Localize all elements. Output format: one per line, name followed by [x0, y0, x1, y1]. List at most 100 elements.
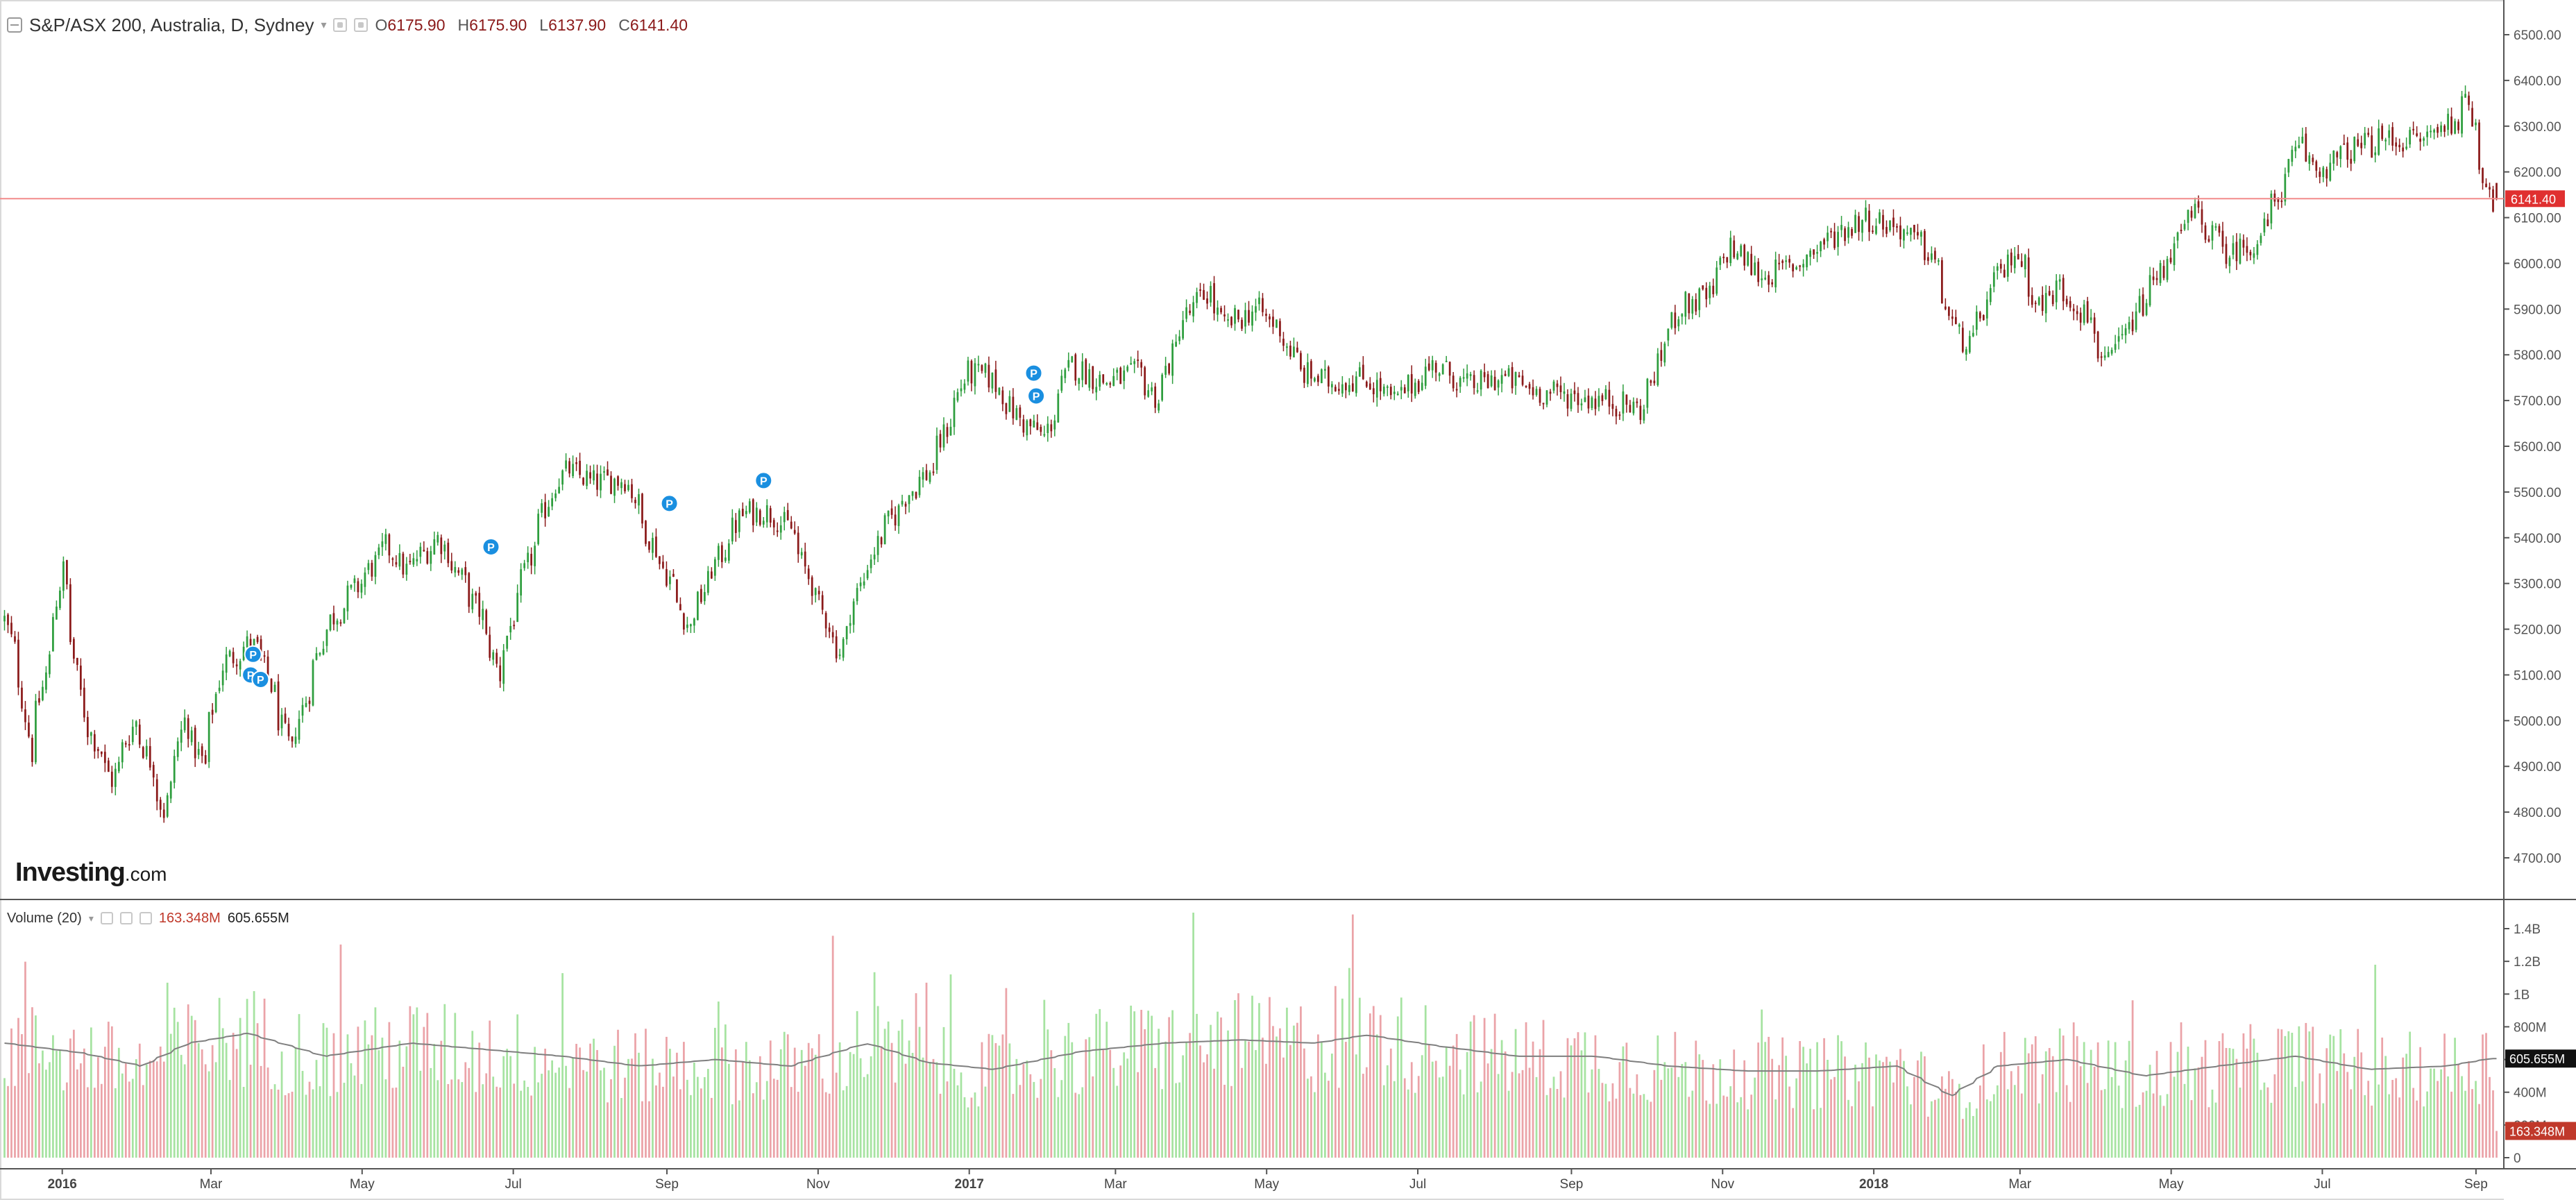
price-tick-label: 4900.00 [2514, 760, 2561, 775]
volume-bar [1469, 1021, 1472, 1158]
event-badge[interactable]: P [660, 494, 679, 513]
volume-bar [1466, 1051, 1468, 1158]
volume-bar [2312, 1026, 2314, 1158]
volume-bar [706, 1069, 709, 1158]
price-tick-label: 6200.00 [2514, 166, 2561, 180]
price-tick-label: 5400.00 [2514, 532, 2561, 546]
candle-body [59, 590, 61, 609]
candle-body [866, 570, 869, 579]
candle-body [1580, 403, 1583, 405]
volume-bar [1785, 1056, 1788, 1158]
volume-bar [2159, 1095, 2162, 1158]
candle-body [402, 553, 405, 575]
volume-bar [2253, 1038, 2255, 1158]
candle-body [384, 534, 387, 544]
volume-bar [1255, 1049, 1257, 1158]
volume-bar [659, 1072, 661, 1158]
candle-body [2107, 352, 2110, 357]
candle-body [308, 700, 311, 704]
volume-bar [1015, 1058, 1018, 1158]
candle-body [1978, 312, 1981, 319]
volume-bar [2131, 1000, 2134, 1158]
candle-body [1802, 264, 1804, 268]
volume-bar [734, 1049, 737, 1158]
event-badge[interactable]: P [251, 670, 270, 689]
candle-body [537, 514, 540, 544]
candle-body [1795, 267, 1797, 270]
candle-body [2232, 243, 2235, 255]
candle-body [325, 629, 328, 646]
volume-bar [1486, 1063, 1489, 1158]
candle-body [1427, 363, 1430, 371]
volume-bar [454, 1013, 457, 1158]
volume-bar [984, 1086, 987, 1158]
price-tick-label: 5700.00 [2514, 394, 2561, 409]
candle-body [1241, 319, 1243, 329]
candle-body [419, 546, 422, 557]
volume-bar [2426, 1091, 2428, 1158]
candle-body [617, 476, 619, 486]
volume-bar [1393, 1081, 1396, 1158]
candle-body [204, 755, 207, 764]
candle-body [1130, 363, 1133, 365]
volume-bar [2395, 1078, 2398, 1158]
volume-label[interactable]: Volume (20) [7, 910, 82, 926]
volume-bar [475, 1092, 477, 1158]
candle-body [485, 610, 488, 634]
candle-body [1882, 214, 1884, 230]
volume-bar [1622, 1046, 1625, 1158]
volume-bar [2003, 1031, 2006, 1158]
event-badge[interactable]: P [1024, 364, 1043, 382]
close-icon[interactable] [139, 912, 152, 924]
candle-body [873, 555, 876, 559]
candle-body [2169, 257, 2172, 262]
volume-bar [870, 1056, 872, 1158]
chevron-down-icon[interactable]: ▾ [321, 19, 327, 31]
candle-body [235, 664, 238, 667]
candle-body [1088, 369, 1091, 388]
candle-body [1050, 424, 1053, 432]
event-badge[interactable]: P [754, 471, 773, 490]
event-badge[interactable]: P [482, 537, 500, 556]
collapse-icon[interactable] [7, 17, 22, 33]
volume-bar [631, 1058, 633, 1158]
time-tick-label: May [350, 1177, 375, 1192]
eye-icon[interactable] [100, 912, 113, 924]
settings-icon[interactable] [333, 18, 348, 32]
candle-body [2437, 127, 2439, 133]
candle-body [817, 591, 820, 595]
close-icon[interactable] [354, 18, 368, 32]
time-tick-label: Nov [806, 1177, 830, 1192]
volume-bar [492, 1076, 495, 1158]
event-badge[interactable]: P [1027, 387, 1046, 405]
candle-body [734, 520, 737, 533]
volume-bar [586, 1071, 588, 1158]
candle-body [2353, 137, 2356, 162]
volume-bar [2041, 1074, 2044, 1158]
volume-bar [1823, 1038, 1825, 1158]
candle-body [2037, 297, 2040, 305]
volume-bar [1151, 1015, 1153, 1158]
volume-bar [2117, 1085, 2120, 1158]
candle-body [1483, 372, 1486, 378]
event-badge[interactable]: P [244, 645, 262, 664]
candle-body [1099, 375, 1101, 387]
chevron-down-icon[interactable]: ▾ [88, 912, 94, 924]
volume-bar [1064, 1036, 1067, 1158]
volume-bar [35, 1015, 37, 1158]
volume-bar [221, 1028, 224, 1158]
volume-bar [1185, 1042, 1187, 1158]
volume-bar [769, 1040, 772, 1158]
settings-icon[interactable] [119, 912, 133, 924]
volume-bar [124, 1063, 127, 1158]
symbol-label[interactable]: S&P/ASX 200, Australia, D, Sydney [29, 14, 314, 35]
candle-body [114, 768, 117, 787]
volume-bar [1234, 999, 1236, 1158]
volume-bar [932, 1058, 935, 1158]
candle-body [1171, 343, 1173, 376]
volume-bar [2298, 1026, 2300, 1158]
candle-body [956, 392, 959, 401]
price-tick-label: 5100.00 [2514, 668, 2561, 683]
candle-body [1961, 328, 1964, 352]
